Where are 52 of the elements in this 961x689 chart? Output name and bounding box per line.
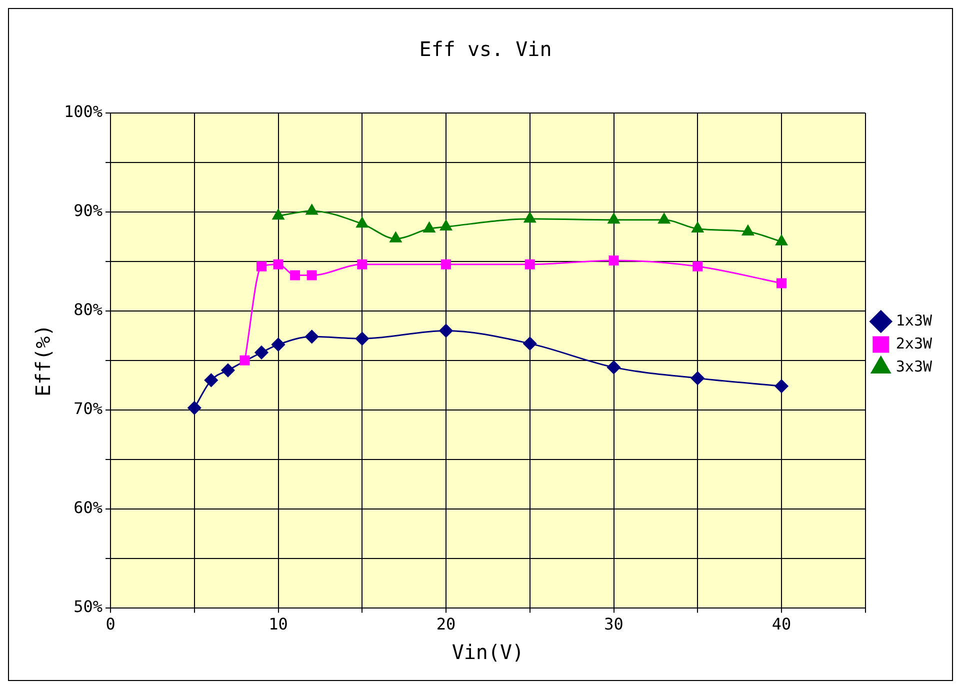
point: [690, 371, 704, 385]
point: [221, 364, 235, 378]
point: [439, 324, 453, 338]
point: [524, 212, 536, 223]
point: [357, 259, 368, 270]
legend-label: 3x3W: [896, 357, 933, 376]
point: [256, 261, 266, 272]
point: [523, 336, 537, 350]
y-axis-title: Eff(%): [31, 324, 56, 397]
point: [306, 270, 317, 280]
legend-label: 2x3W: [896, 334, 933, 352]
x-tick-label: 40: [772, 614, 792, 634]
point: [305, 330, 319, 344]
point: [776, 234, 788, 246]
legend-label: 1x3W: [896, 311, 933, 330]
point: [290, 270, 300, 280]
y-tick-label: 80%: [74, 300, 103, 320]
point: [356, 217, 368, 228]
point: [607, 360, 621, 374]
point: [742, 225, 754, 236]
point: [272, 209, 284, 220]
point: [608, 255, 619, 266]
point: [658, 213, 670, 224]
point: [390, 232, 402, 242]
point: [423, 222, 436, 233]
point: [272, 338, 286, 352]
point: [355, 332, 369, 346]
point: [440, 220, 452, 231]
point: [524, 259, 535, 270]
point: [441, 259, 452, 270]
y-tick-label: 70%: [74, 399, 103, 418]
x-tick-label: 30: [604, 614, 624, 634]
chart-title: Eff vs. Vin: [419, 37, 552, 62]
point: [273, 259, 284, 270]
x-tick-label: 20: [436, 614, 456, 634]
y-tick-label: 100%: [64, 102, 103, 122]
point: [306, 204, 318, 215]
point: [776, 278, 786, 288]
y-tick-label: 90%: [74, 201, 103, 220]
point: [188, 401, 202, 415]
x-axis-title: Vin(V): [452, 640, 524, 664]
point: [608, 213, 620, 224]
point: [692, 222, 704, 233]
point: [254, 346, 268, 360]
y-tick-label: 60%: [74, 498, 103, 517]
point: [692, 261, 703, 272]
point: [774, 379, 788, 393]
y-tick-label: 50%: [74, 596, 103, 616]
x-tick-label: 10: [268, 614, 288, 634]
x-tick-label: 0: [106, 614, 116, 634]
point: [240, 355, 250, 366]
point: [204, 373, 218, 387]
